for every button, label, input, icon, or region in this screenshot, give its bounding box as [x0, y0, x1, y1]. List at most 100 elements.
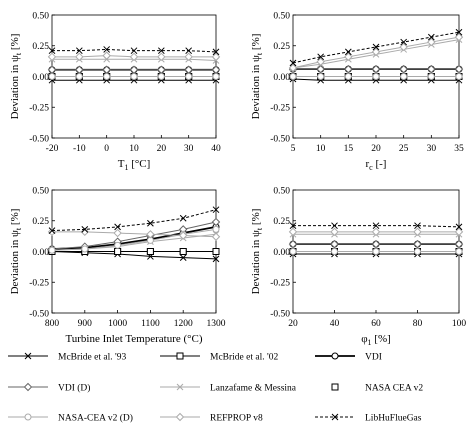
y-axis-label: Deviation in ψt [%] — [250, 34, 264, 120]
data-point — [427, 73, 435, 80]
series-line — [51, 251, 217, 260]
legend-item: LibHuFlueGas — [315, 413, 422, 423]
data-point — [212, 225, 220, 233]
legend-label: VDI (D) — [58, 382, 90, 393]
x-tick-label: 40 — [211, 144, 221, 154]
data-point — [455, 248, 463, 255]
data-point — [427, 33, 435, 41]
legend-item: VDI (D) — [8, 382, 90, 393]
series-4 — [288, 239, 464, 249]
data-point — [372, 43, 380, 51]
data-point — [212, 206, 220, 214]
data-point — [330, 227, 339, 237]
series-8 — [288, 227, 464, 237]
data-point — [371, 239, 381, 249]
y-tick-label: 0.25 — [273, 217, 290, 227]
data-point — [344, 73, 352, 80]
legend-marker — [24, 413, 32, 421]
x-tick-label: 1100 — [141, 319, 160, 329]
x-tick-label: 1200 — [174, 319, 193, 329]
data-point — [454, 32, 464, 42]
data-point — [114, 241, 122, 249]
series-4 — [288, 64, 464, 74]
data-point — [212, 255, 220, 263]
data-point — [114, 248, 122, 255]
data-point — [414, 222, 421, 230]
data-point — [455, 73, 463, 80]
legend-label: McBride et al. '93 — [58, 352, 126, 362]
data-point — [75, 73, 83, 80]
y-tick-label: 0.25 — [32, 217, 49, 227]
data-point — [454, 64, 464, 74]
data-point — [146, 248, 154, 255]
data-point — [48, 47, 56, 55]
series-4 — [47, 65, 221, 74]
y-tick-label: -0.50 — [29, 309, 49, 319]
data-point — [75, 52, 84, 62]
data-point — [454, 239, 464, 249]
legend-item: VDI — [315, 352, 382, 362]
x-tick-label: 35 — [454, 144, 464, 154]
x-tick-label: 30 — [184, 144, 194, 154]
x-axis-label: rc [-] — [366, 158, 387, 172]
legend-item: McBride et al. '02 — [160, 352, 278, 362]
data-point — [185, 47, 193, 55]
y-tick-label: -0.50 — [29, 134, 49, 144]
x-tick-label: 40 — [330, 319, 340, 329]
data-point — [212, 48, 220, 56]
data-point — [211, 52, 221, 62]
data-point — [289, 73, 297, 80]
data-point — [288, 239, 298, 249]
legend-label: LibHuFlueGas — [365, 413, 422, 423]
data-point — [75, 47, 83, 55]
series-9 — [289, 28, 463, 67]
data-point — [130, 47, 138, 55]
data-point — [372, 248, 380, 255]
legend-marker — [331, 413, 339, 421]
legend-marker — [331, 383, 339, 391]
chart-panel-1: 0.50 0.25 0.00 -0.25 -0.50-20 -10 0 10 20 30 40 T1 … — [9, 11, 221, 172]
data-point — [103, 73, 111, 80]
data-point — [331, 248, 338, 255]
data-point — [413, 227, 422, 237]
x-axis-label: T1 [°C] — [118, 158, 151, 172]
x-tick-label: 25 — [399, 144, 409, 154]
data-point — [372, 73, 380, 80]
y-tick-label: -0.25 — [29, 279, 49, 289]
data-point — [212, 73, 220, 80]
legend-marker — [176, 352, 184, 360]
data-point — [344, 64, 353, 74]
data-point — [414, 248, 421, 255]
x-tick-label: 5 — [291, 144, 296, 154]
data-point — [427, 64, 436, 74]
data-point — [81, 245, 89, 253]
y-axis-label: Deviation in ψt [%] — [250, 209, 264, 295]
y-tick-label: 0.50 — [32, 11, 49, 21]
data-point — [288, 63, 298, 73]
x-tick-label: -20 — [46, 144, 59, 154]
series-7 — [289, 248, 463, 255]
y-tick-label: -0.50 — [270, 134, 290, 144]
y-tick-label: 0.50 — [273, 11, 290, 21]
data-point — [317, 53, 325, 61]
data-point — [413, 239, 422, 249]
data-point — [330, 239, 339, 249]
series-line — [51, 226, 217, 250]
data-point — [48, 246, 56, 254]
data-point — [185, 73, 193, 80]
data-point — [157, 73, 165, 80]
data-point — [371, 227, 381, 237]
data-point — [212, 248, 220, 255]
data-point — [316, 57, 325, 66]
x-axis-label: φ1 [%] — [361, 333, 391, 347]
data-point — [344, 52, 353, 62]
series-line — [52, 231, 217, 238]
series-8 — [47, 51, 221, 62]
series-8 — [47, 227, 221, 241]
legend-label: VDI — [365, 352, 382, 362]
data-point — [317, 73, 325, 80]
x-tick-label: 20 — [157, 144, 167, 154]
data-point — [289, 222, 297, 230]
